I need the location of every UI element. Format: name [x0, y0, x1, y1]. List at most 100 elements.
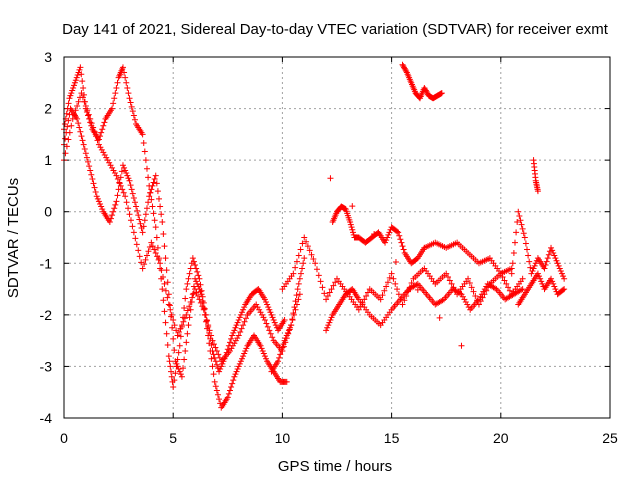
data-point — [510, 249, 517, 256]
data-point — [519, 225, 526, 232]
data-point — [300, 260, 307, 267]
data-point — [100, 122, 107, 129]
data-point — [192, 275, 199, 282]
data-point — [347, 221, 354, 228]
data-point — [292, 306, 299, 313]
data-point — [62, 135, 69, 142]
data-point — [231, 340, 238, 347]
data-point — [438, 90, 445, 97]
data-point — [386, 274, 393, 281]
data-point — [277, 351, 284, 358]
data-point — [109, 164, 116, 171]
data-point — [185, 275, 192, 282]
data-point — [82, 102, 89, 109]
data-point — [236, 314, 243, 321]
data-point — [203, 317, 210, 324]
y-axis-label: SDTVAR / TECUs — [5, 178, 22, 298]
data-point — [131, 116, 138, 123]
data-point — [162, 287, 169, 294]
data-point — [263, 320, 270, 327]
data-point — [326, 319, 333, 326]
data-point — [261, 296, 268, 303]
data-point — [112, 201, 119, 208]
data-point — [289, 316, 296, 323]
data-point — [542, 262, 549, 269]
data-point — [209, 337, 216, 344]
data-point — [459, 293, 466, 300]
data-point — [189, 294, 196, 301]
data-point — [382, 239, 389, 246]
data-point — [443, 270, 450, 277]
data-point — [216, 396, 223, 403]
data-point — [112, 90, 119, 97]
data-point — [163, 267, 170, 274]
data-point — [119, 186, 126, 193]
data-point — [116, 179, 123, 186]
y-axis-ticks: -4 -3 -2 -1 0 1 2 3 — [40, 49, 610, 426]
data-point — [145, 174, 152, 181]
data-point — [317, 278, 324, 285]
data-point — [172, 370, 179, 377]
data-point — [519, 275, 526, 282]
data-point — [127, 99, 134, 106]
data-point — [549, 278, 556, 285]
data-point — [330, 282, 337, 289]
data-point — [146, 193, 153, 200]
data-point — [263, 355, 270, 362]
data-point — [448, 280, 455, 287]
data-point — [527, 264, 534, 271]
data-point — [400, 246, 407, 253]
data-point — [95, 198, 102, 205]
data-point — [321, 290, 328, 297]
data-point — [193, 278, 200, 285]
data-point — [478, 291, 485, 298]
data-point — [293, 292, 300, 299]
data-point — [126, 177, 133, 184]
data-point — [162, 319, 169, 326]
data-point — [312, 260, 319, 267]
data-point — [152, 172, 159, 179]
data-point — [328, 286, 335, 293]
data-point — [202, 311, 209, 318]
data-point — [556, 265, 563, 272]
data-point — [64, 123, 71, 130]
data-point — [394, 228, 401, 235]
data-point — [513, 229, 520, 236]
data-point — [461, 296, 468, 303]
data-point — [80, 141, 87, 148]
data-point — [284, 329, 291, 336]
data-point — [97, 200, 104, 207]
data-point — [164, 294, 171, 301]
data-point — [160, 297, 167, 304]
data-point — [150, 210, 157, 217]
data-point — [153, 180, 160, 187]
data-point — [170, 317, 177, 324]
data-point — [148, 239, 155, 246]
data-point — [264, 323, 271, 330]
data-point — [63, 143, 70, 150]
series-track-12 — [268, 255, 308, 375]
data-point — [541, 265, 548, 272]
data-point — [184, 307, 191, 314]
data-point — [74, 102, 81, 109]
data-point — [62, 150, 69, 157]
data-point — [253, 301, 260, 308]
data-point — [158, 267, 165, 274]
data-point — [238, 325, 245, 332]
y-tick-label: -1 — [40, 255, 53, 271]
data-point — [151, 217, 158, 224]
data-point — [210, 371, 217, 378]
data-point — [196, 296, 203, 303]
data-point — [226, 347, 233, 354]
data-point — [294, 286, 301, 293]
data-point — [95, 136, 102, 143]
series-track-1 — [61, 64, 288, 391]
data-point — [231, 327, 238, 334]
data-point — [466, 280, 473, 287]
data-point — [171, 377, 178, 384]
data-point — [69, 115, 76, 122]
data-point — [326, 289, 333, 296]
data-point — [151, 246, 158, 253]
data-point — [233, 368, 240, 375]
data-point — [295, 280, 302, 287]
